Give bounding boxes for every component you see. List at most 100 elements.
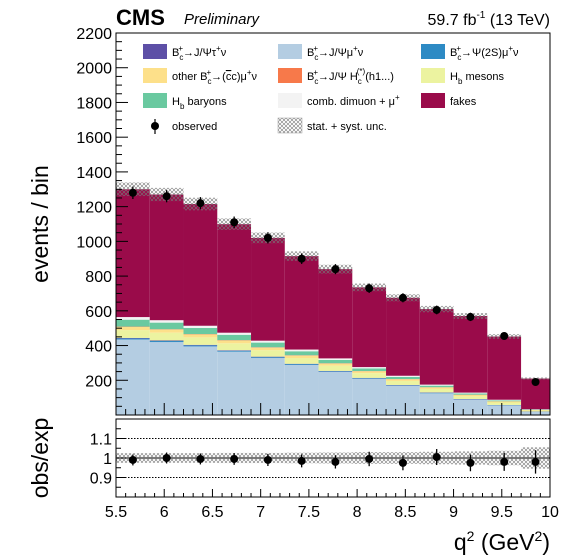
bar-hb_baryons	[419, 385, 454, 388]
observed-point	[331, 265, 340, 274]
legend-label: stat. + syst. unc.	[307, 121, 387, 133]
observed-point	[531, 378, 540, 387]
bar-other_bc	[453, 394, 488, 397]
bar-fakes	[487, 336, 522, 400]
bar-comb_dimuon	[183, 325, 218, 329]
bar-other_bc	[419, 387, 454, 389]
bar-other_bc	[521, 409, 550, 411]
legend-entry-bc-psi2s-munu: Bc+→Ψ(2S)μ+ν	[421, 44, 519, 62]
legend-swatch	[143, 93, 167, 108]
bar-other_bc	[149, 329, 184, 333]
x-tick-label: 10	[541, 504, 559, 521]
bar-hb_baryons	[453, 393, 488, 395]
observed-point	[230, 218, 239, 227]
bar-other_bc	[116, 326, 150, 331]
ratio-point	[230, 454, 239, 463]
bar-other_bc	[217, 340, 252, 344]
legend-swatch	[421, 44, 445, 59]
y-tick-label: 600	[85, 304, 112, 321]
bar-bc_jpsi_taunu	[217, 350, 252, 351]
x-axis-label: q2 (GeV2)	[454, 528, 550, 555]
main-y-axis-label: events / bin	[27, 165, 53, 283]
ratio-point	[297, 456, 306, 465]
bar-bc_psi2s_munu	[419, 392, 454, 394]
bar-bc_jpsi_taunu	[183, 344, 218, 346]
bar-comb_dimuon	[386, 375, 420, 377]
bar-comb_dimuon	[217, 332, 252, 335]
observed-point	[500, 331, 509, 340]
energy-label: (13 TeV)	[485, 12, 550, 29]
observed-point	[365, 284, 374, 293]
y-tick-label: 2200	[76, 26, 112, 43]
bar-comb_dimuon	[352, 367, 387, 369]
legend-entry-fakes: fakes	[421, 93, 477, 108]
legend-swatch	[421, 68, 445, 83]
bar-hb_baryons	[352, 368, 387, 372]
bar-hb_baryons	[251, 342, 285, 348]
legend-label: Hb mesons	[450, 71, 504, 86]
legend-entry-hb-mesons: Hb mesons	[421, 68, 504, 86]
bar-hb_baryons	[116, 319, 150, 327]
y-tick-label: 200	[85, 373, 112, 390]
bar-bc_jpsi_taunu	[116, 337, 150, 339]
x-tick-label: 7	[256, 504, 265, 521]
legend-swatch	[278, 93, 302, 108]
x-tick-label: 7.5	[298, 504, 320, 521]
x-tick-label: 6.5	[201, 504, 223, 521]
bar-hb_baryons	[487, 400, 522, 402]
bar-hb_mesons	[149, 332, 184, 341]
legend: Bc+→J/Ψτ+ν Bc+→J/Ψμ+ν Bc+→Ψ(2S)μ+ν other…	[143, 44, 519, 134]
legend-entry-other-bc: other Bc+→(cc)μ+ν	[143, 68, 258, 86]
bar-hb_mesons	[251, 350, 285, 357]
legend-entry-uncertainty: stat. + syst. unc.	[277, 117, 387, 134]
x-tick-label: 5.5	[105, 504, 127, 521]
bar-bc_jpsi_taunu	[251, 356, 285, 358]
status-label: Preliminary	[184, 11, 261, 28]
ratio-point	[331, 457, 340, 466]
bar-hb_mesons	[352, 373, 387, 378]
legend-swatch	[278, 44, 302, 59]
bar-fakes	[386, 297, 420, 376]
observed-points	[128, 186, 540, 387]
ratio-uncertainty-band	[116, 447, 550, 469]
bar-other_bc	[352, 371, 387, 374]
bar-comb_dimuon	[251, 340, 285, 343]
bar-other_bc	[318, 363, 353, 366]
bar-bc_jpsi_munu	[149, 342, 184, 415]
bar-hb_baryons	[217, 334, 252, 341]
bar-bc_psi2s_munu	[116, 338, 150, 340]
legend-entry-observed: observed	[151, 119, 217, 134]
bar-bc_psi2s_munu	[352, 378, 387, 379]
bar-hb_mesons	[521, 410, 550, 412]
bar-bc_jpsi_munu	[487, 405, 522, 415]
bar-bc_jpsi_munu	[318, 371, 353, 415]
x-tick-label: 9	[449, 504, 458, 521]
bar-hb_baryons	[318, 359, 353, 364]
ratio-y-axis-label: obs/exp	[27, 418, 53, 499]
y-tick-label: 1400	[76, 165, 112, 182]
bar-bc_jpsi_munu	[386, 385, 420, 415]
legend-label: Hb baryons	[172, 96, 227, 111]
y-tick-label: 1600	[76, 130, 112, 147]
observed-point	[196, 199, 205, 208]
bar-hb_mesons	[183, 337, 218, 345]
luminosity-label: 59.7 fb-1 (13 TeV)	[428, 10, 550, 29]
observed-point	[128, 188, 137, 197]
bar-hb_mesons	[487, 402, 522, 405]
bar-hb_mesons	[318, 365, 353, 371]
y-tick-label: 1800	[76, 95, 112, 112]
bar-comb_dimuon	[453, 392, 488, 394]
y-tick-label: 1000	[76, 234, 112, 251]
bar-bc_psi2s_munu	[386, 385, 420, 386]
bar-fakes	[116, 189, 150, 318]
bar-hb_mesons	[453, 396, 488, 400]
legend-label: Bc+→J/Ψτ+ν	[172, 44, 227, 62]
ratio-point	[466, 458, 475, 467]
bar-fakes	[149, 194, 184, 321]
bar-hb_baryons	[386, 376, 420, 380]
legend-swatch	[143, 44, 167, 59]
main-panel: 200 400 600 800 1000 1200 1400 1600 1800 2000 2200…	[27, 26, 551, 416]
ratio-point	[162, 454, 171, 462]
bar-hb_mesons	[386, 380, 420, 385]
